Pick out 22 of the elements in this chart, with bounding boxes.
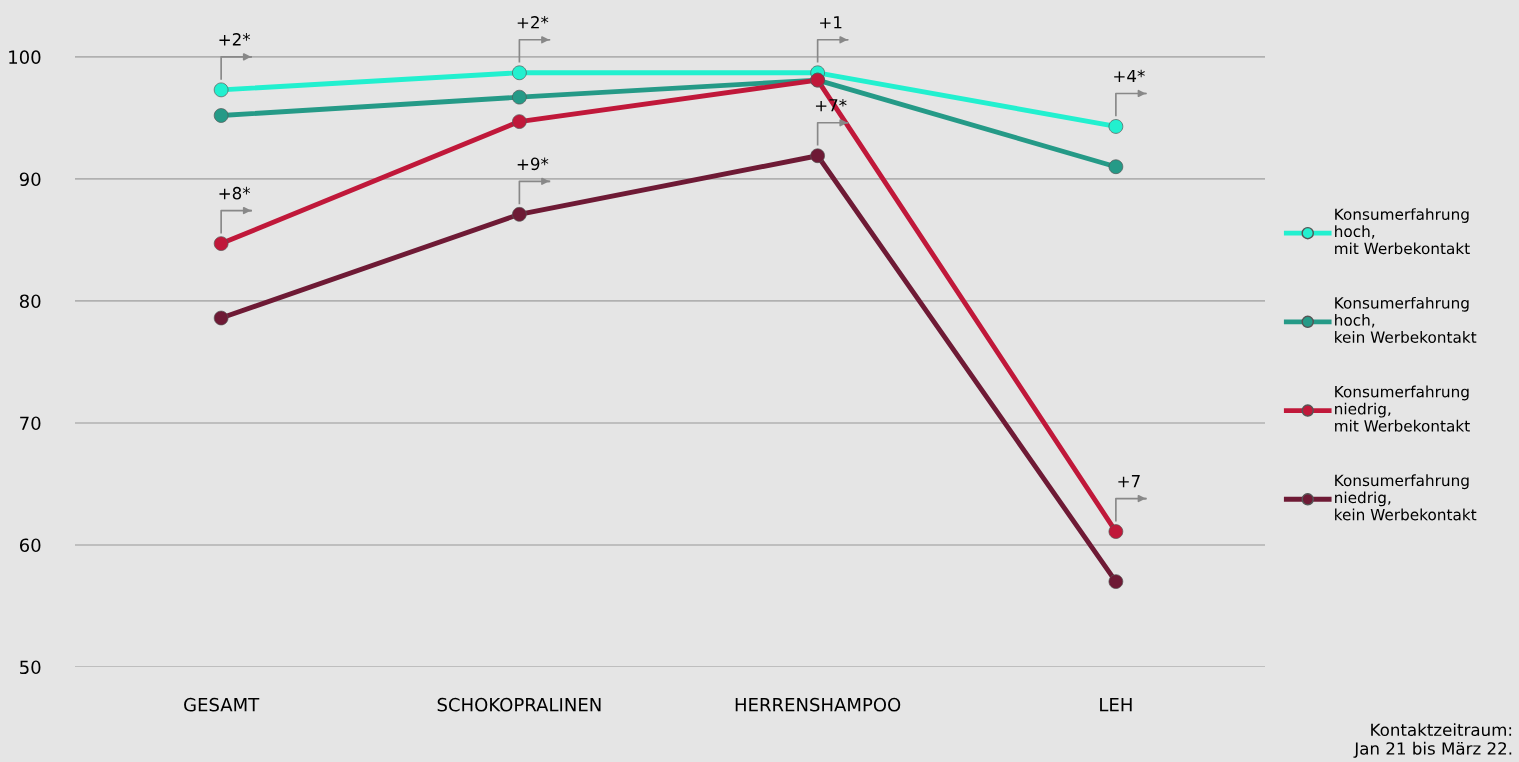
- y-tick-label: 70: [20, 416, 41, 431]
- annotation: +8*: [219, 186, 251, 200]
- annotation: +4*: [1114, 69, 1145, 83]
- y-tick-label: 80: [19, 294, 41, 309]
- y-tick-label: 50: [20, 660, 41, 675]
- annotation: +1: [820, 16, 842, 29]
- annotation: +2*: [517, 16, 549, 29]
- y-tick-label: 90: [19, 172, 41, 187]
- legend-label: Konsumerfahrung niedrig, mit Werbekontakt: [1335, 385, 1470, 432]
- y-tick-label: 60: [19, 538, 41, 553]
- legend-label: Konsumerfahrung hoch, kein Werbekontakt: [1335, 296, 1477, 343]
- annotation: +2*: [219, 33, 251, 46]
- text: Kontaktzeitraum: Jan 21 bis März 22.: [1353, 723, 1512, 758]
- annotation: +7: [1118, 475, 1140, 488]
- x-tick-label: SCHOKOPRALINEN: [437, 697, 601, 712]
- x-tick-label: HERRENSHAMPOO: [735, 697, 901, 712]
- x-tick-label: GESAMT: [184, 697, 260, 712]
- y-tick-label: 100: [9, 50, 41, 65]
- annotation: +9*: [517, 157, 549, 171]
- legend-label: Konsumerfahrung hoch, mit Werbekontakt: [1335, 208, 1470, 255]
- legend-label: Konsumerfahrung niedrig, kein Werbekontakt: [1335, 474, 1477, 521]
- x-tick-label: LEH: [1100, 698, 1132, 712]
